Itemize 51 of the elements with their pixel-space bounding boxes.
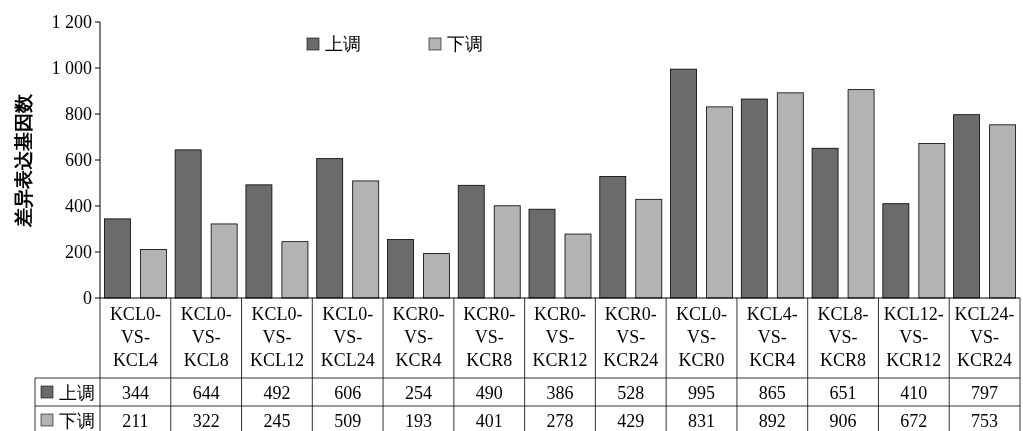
x-tick-label: KCL0-VS-KCL8	[180, 304, 232, 370]
y-tick-label: 600	[65, 150, 92, 170]
text: 上调	[59, 383, 95, 403]
x-tick-label: KCR0-VS-KCR8	[463, 304, 516, 370]
data-label: 386	[546, 383, 574, 403]
x-tick-label: KCL8-VS-KCR8	[817, 304, 869, 370]
x-tick-label: KCR0-VS-KCR12	[532, 304, 588, 370]
data-label: 410	[900, 383, 928, 403]
x-tick-label: KCL0-VS-KCL24	[320, 304, 375, 370]
y-tick-label: 1 000	[51, 58, 92, 78]
y-tick-label: 200	[65, 242, 92, 262]
data-label: 651	[829, 383, 857, 403]
y-tick-label: 1 200	[51, 12, 92, 32]
x-tick-label: KCL24-VS-KCR24	[954, 304, 1015, 370]
text: 下调	[59, 411, 95, 431]
x-tick-label: KCR0-VS-KCR4	[392, 304, 445, 370]
data-label: 322	[192, 411, 220, 431]
legend-label: 下调	[447, 34, 483, 54]
x-tick-label: KCR0-VS-KCR24	[603, 304, 659, 370]
data-label: 831	[688, 411, 716, 431]
data-label: 528	[617, 383, 645, 403]
data-label: 401	[475, 411, 503, 431]
data-label: 193	[404, 411, 432, 431]
data-label: 429	[617, 411, 645, 431]
data-label: 492	[263, 383, 291, 403]
x-tick-label: KCL12-VS-KCR12	[883, 304, 944, 370]
y-axis-title: 差异表达基因数	[13, 92, 34, 228]
data-label: 995	[688, 383, 716, 403]
x-tick-label: KCL4-VS-KCR4	[746, 304, 798, 370]
legend-label: 上调	[325, 34, 361, 54]
data-label: 278	[546, 411, 574, 431]
data-label: 509	[334, 411, 362, 431]
y-tick-label: 0	[83, 288, 92, 308]
data-label: 797	[971, 383, 999, 403]
x-tick-label: KCL0-VS-KCL4	[109, 304, 161, 370]
data-label: 865	[758, 383, 786, 403]
data-label: 490	[475, 383, 503, 403]
x-tick-label: KCL0-VS-KCL12	[249, 304, 304, 370]
y-tick-label: 800	[65, 104, 92, 124]
data-label: 344	[121, 383, 149, 403]
data-label: 753	[971, 411, 999, 431]
data-label: 644	[192, 383, 220, 403]
y-tick-label: 400	[65, 196, 92, 216]
data-label: 672	[900, 411, 928, 431]
data-label: 906	[829, 411, 857, 431]
data-label: 245	[263, 411, 291, 431]
data-label: 892	[758, 411, 786, 431]
data-label: 254	[404, 383, 432, 403]
x-tick-label: KCL0-VS-KCR0	[676, 304, 728, 370]
data-label: 606	[334, 383, 362, 403]
data-label: 211	[122, 411, 149, 431]
